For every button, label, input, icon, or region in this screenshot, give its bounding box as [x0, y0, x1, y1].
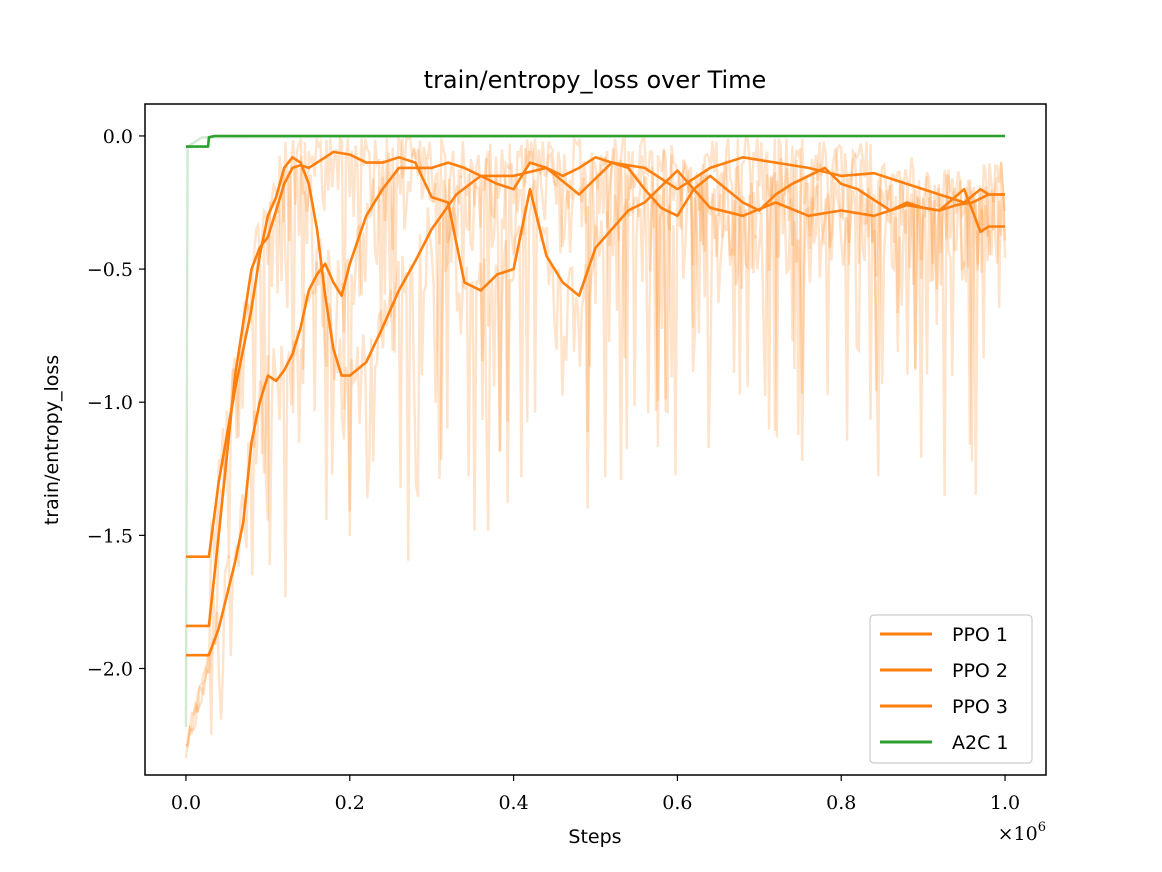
legend: PPO 1 PPO 2 PPO 3 A2C 1	[869, 614, 1033, 764]
x-multiplier-exponent: 6	[1038, 820, 1046, 835]
x-axis-label: Steps	[568, 826, 621, 848]
raw-curve-ppo-2	[185, 134, 1007, 747]
x-multiplier-base: ×10	[998, 823, 1038, 845]
series-line-ppo-3	[186, 156, 1005, 657]
x-tick-label: 0.8	[826, 792, 856, 814]
x-tick-label: 0.0	[171, 792, 201, 814]
y-tick-label: −1.0	[87, 392, 133, 414]
legend-label: PPO 2	[952, 660, 1008, 682]
legend-label: PPO 3	[952, 696, 1008, 718]
x-multiplier: ×106	[998, 820, 1046, 845]
series-line-ppo-1	[186, 156, 1005, 558]
raw-curve-ppo-1	[185, 136, 1007, 749]
legend-label: A2C 1	[952, 732, 1008, 754]
series-line-ppo-2	[186, 150, 1005, 628]
y-tick-label: 0.0	[103, 126, 133, 148]
x-tick-label: 1.0	[990, 792, 1020, 814]
y-tick-label: −0.5	[87, 259, 133, 281]
x-tick-label: 0.2	[335, 792, 365, 814]
legend-label: PPO 1	[952, 624, 1008, 646]
y-axis-label: train/entropy_loss	[41, 355, 63, 525]
x-tick-label: 0.6	[662, 792, 692, 814]
chart-title: train/entropy_loss over Time	[424, 66, 767, 94]
series-line-a2c-1	[186, 134, 1005, 148]
x-axis-ticks: 0.0 0.2 0.4 0.6 0.8 1.0	[171, 775, 1020, 814]
y-tick-label: −2.0	[87, 658, 133, 680]
y-axis-ticks: 0.0 −0.5 −1.0 −1.5 −2.0	[87, 126, 145, 680]
y-tick-label: −1.5	[87, 525, 133, 547]
legend-box	[869, 614, 1033, 764]
axes-frame	[144, 103, 1047, 776]
x-tick-label: 0.4	[498, 792, 528, 814]
series-lines	[186, 134, 1005, 657]
svg-text:×106: ×106	[998, 820, 1046, 845]
plot-area	[144, 103, 1047, 776]
